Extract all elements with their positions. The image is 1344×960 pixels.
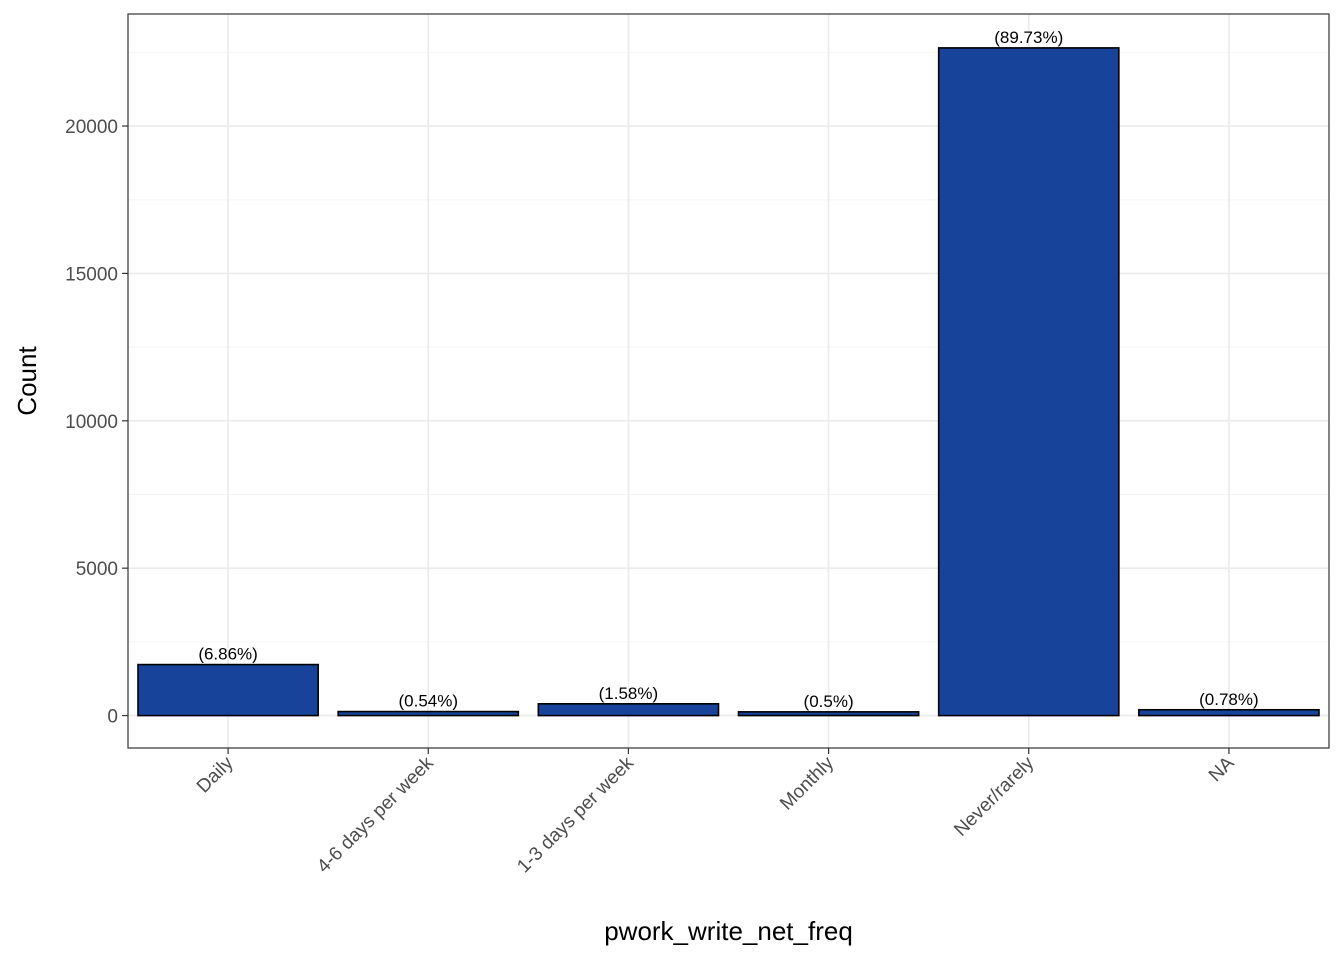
bar: [737, 711, 920, 717]
bar: [537, 703, 720, 717]
x-axis-title: pwork_write_net_freq: [604, 916, 853, 946]
bar-value-label: (1.58%): [599, 684, 659, 703]
y-tick-label: 5000: [76, 559, 118, 580]
bar: [337, 710, 520, 717]
bars: [137, 47, 1320, 717]
y-tick-label: 20000: [65, 117, 118, 138]
bar-value-label: (0.54%): [398, 692, 458, 711]
bar-value-label: (0.78%): [1199, 690, 1259, 709]
bar-value-label: (6.86%): [198, 645, 258, 664]
y-tick-label: 10000: [65, 412, 118, 433]
y-tick-label: 0: [107, 707, 118, 728]
y-axis-title: Count: [12, 346, 42, 416]
bar: [137, 663, 319, 717]
bar-value-label: (0.5%): [804, 692, 854, 711]
bar-value-label: (89.73%): [994, 28, 1063, 47]
bar-value-labels: (6.86%) (0.54%) (1.58%) (0.5%) (89.73%) (0.78…: [198, 28, 1258, 711]
y-tick-label: 15000: [65, 264, 118, 285]
panel-border: [127, 13, 1330, 749]
bar: [1138, 708, 1320, 717]
grid-lines: [128, 14, 1329, 748]
bar: [937, 47, 1120, 717]
